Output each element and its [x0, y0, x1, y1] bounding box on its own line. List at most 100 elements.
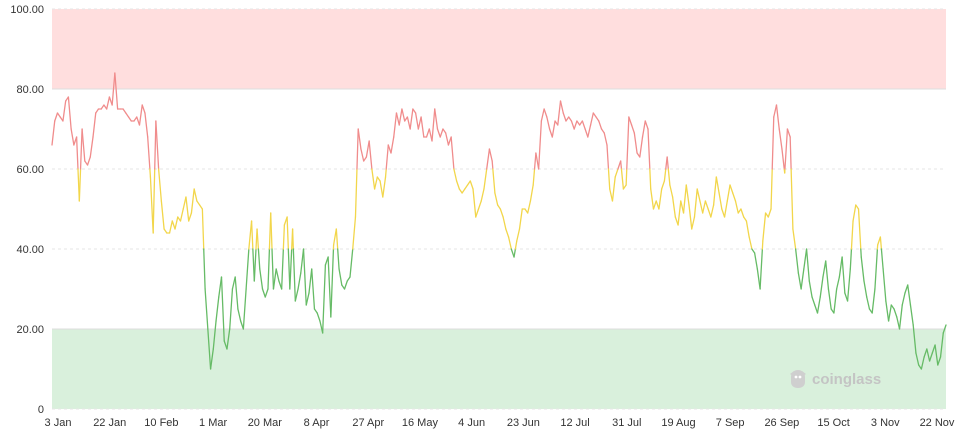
- line-segment: [242, 288, 247, 330]
- line-segment: [354, 168, 358, 218]
- line-segment: [193, 188, 198, 202]
- line-segment: [425, 128, 430, 138]
- line-segment: [912, 324, 917, 354]
- y-tick-label: 20.00: [16, 324, 44, 336]
- line-segment: [928, 352, 933, 362]
- line-segment: [190, 188, 195, 214]
- line-segment: [412, 108, 417, 114]
- line-segment: [682, 184, 687, 214]
- y-tick-label: 40.00: [16, 244, 44, 256]
- line-segment: [291, 228, 294, 250]
- line-segment: [866, 296, 871, 310]
- line-segment: [376, 176, 381, 182]
- line-segment: [168, 220, 173, 234]
- line-segment: [450, 136, 455, 170]
- line-segment: [513, 248, 517, 258]
- line-segment: [406, 116, 411, 130]
- x-tick-label: 22 Nov: [920, 417, 955, 429]
- line-segment: [281, 248, 285, 290]
- line-segment: [901, 292, 906, 306]
- line-segment: [626, 116, 630, 170]
- line-segment: [518, 208, 523, 230]
- line-segment: [734, 200, 739, 214]
- line-segment: [740, 208, 745, 218]
- line-segment: [79, 128, 83, 170]
- line-segment: [203, 248, 206, 290]
- x-tick-label: 16 May: [402, 417, 439, 429]
- line-segment: [308, 268, 313, 294]
- line-segment: [647, 128, 651, 170]
- line-segment: [477, 200, 482, 210]
- line-segment: [611, 176, 616, 202]
- line-segment: [677, 200, 682, 226]
- line-segment: [628, 116, 633, 126]
- line-segment: [357, 128, 362, 150]
- line-segment: [179, 208, 184, 222]
- line-segment: [257, 248, 261, 270]
- coinglass-logo-icon: [790, 370, 806, 388]
- line-segment: [846, 268, 851, 302]
- line-segment: [661, 180, 666, 190]
- line-segment: [527, 200, 532, 214]
- line-segment: [841, 256, 846, 294]
- line-segment: [789, 136, 792, 170]
- line-segment: [808, 280, 813, 298]
- line-segment: [264, 288, 269, 298]
- line-segment: [420, 116, 425, 138]
- line-segment: [431, 108, 436, 142]
- line-segment: [356, 128, 359, 170]
- line-segment: [149, 168, 152, 178]
- line-segment: [302, 248, 307, 306]
- line-segment: [732, 192, 737, 202]
- line-segment: [751, 248, 756, 254]
- line-segment: [248, 220, 253, 250]
- line-segment: [712, 176, 717, 206]
- x-tick-label: 3 Jan: [45, 417, 72, 429]
- line-segment: [835, 276, 841, 290]
- line-segment: [141, 104, 146, 114]
- line-segment: [226, 328, 231, 350]
- line-segment: [114, 72, 119, 110]
- line-segment: [155, 120, 160, 170]
- x-tick-label: 7 Sep: [716, 417, 745, 429]
- line-segment: [691, 216, 696, 230]
- line-segment: [174, 216, 179, 230]
- line-segment: [775, 104, 780, 130]
- line-segment: [86, 156, 91, 166]
- line-segment: [939, 332, 944, 358]
- line-segment: [771, 116, 775, 170]
- line-segment: [559, 100, 564, 114]
- line-segment: [833, 288, 838, 314]
- line-segment: [292, 248, 296, 302]
- line-segment: [461, 188, 466, 194]
- line-segment: [767, 208, 772, 218]
- line-segment: [710, 204, 715, 218]
- x-tick-label: 4 Jun: [458, 417, 485, 429]
- line-segment: [464, 184, 469, 190]
- line-segment: [622, 184, 627, 190]
- line-segment: [152, 168, 156, 234]
- line-segment: [234, 276, 239, 310]
- x-tick-label: 22 Jan: [93, 417, 126, 429]
- line-segment: [346, 276, 351, 282]
- line-segment: [171, 220, 176, 230]
- line-segment: [721, 208, 726, 218]
- line-segment: [286, 216, 289, 250]
- line-segment: [880, 248, 884, 270]
- line-segment: [289, 248, 293, 290]
- line-segment: [127, 116, 132, 122]
- line-segment: [860, 256, 865, 282]
- line-segment: [827, 288, 832, 310]
- x-tick-label: 8 Apr: [304, 417, 330, 429]
- line-segment: [669, 184, 674, 198]
- line-segment: [696, 188, 701, 202]
- line-segment: [343, 280, 348, 290]
- line-segment: [507, 236, 512, 250]
- line-segment: [543, 108, 548, 118]
- line-segment: [753, 252, 759, 270]
- line-segment: [472, 188, 477, 218]
- x-axis: 3 Jan 22 Jan 10 Feb 1 Mar 20 Mar 8 Apr 27 Apr 1…: [45, 417, 955, 429]
- line-segment: [387, 144, 392, 154]
- line-segment: [598, 120, 603, 130]
